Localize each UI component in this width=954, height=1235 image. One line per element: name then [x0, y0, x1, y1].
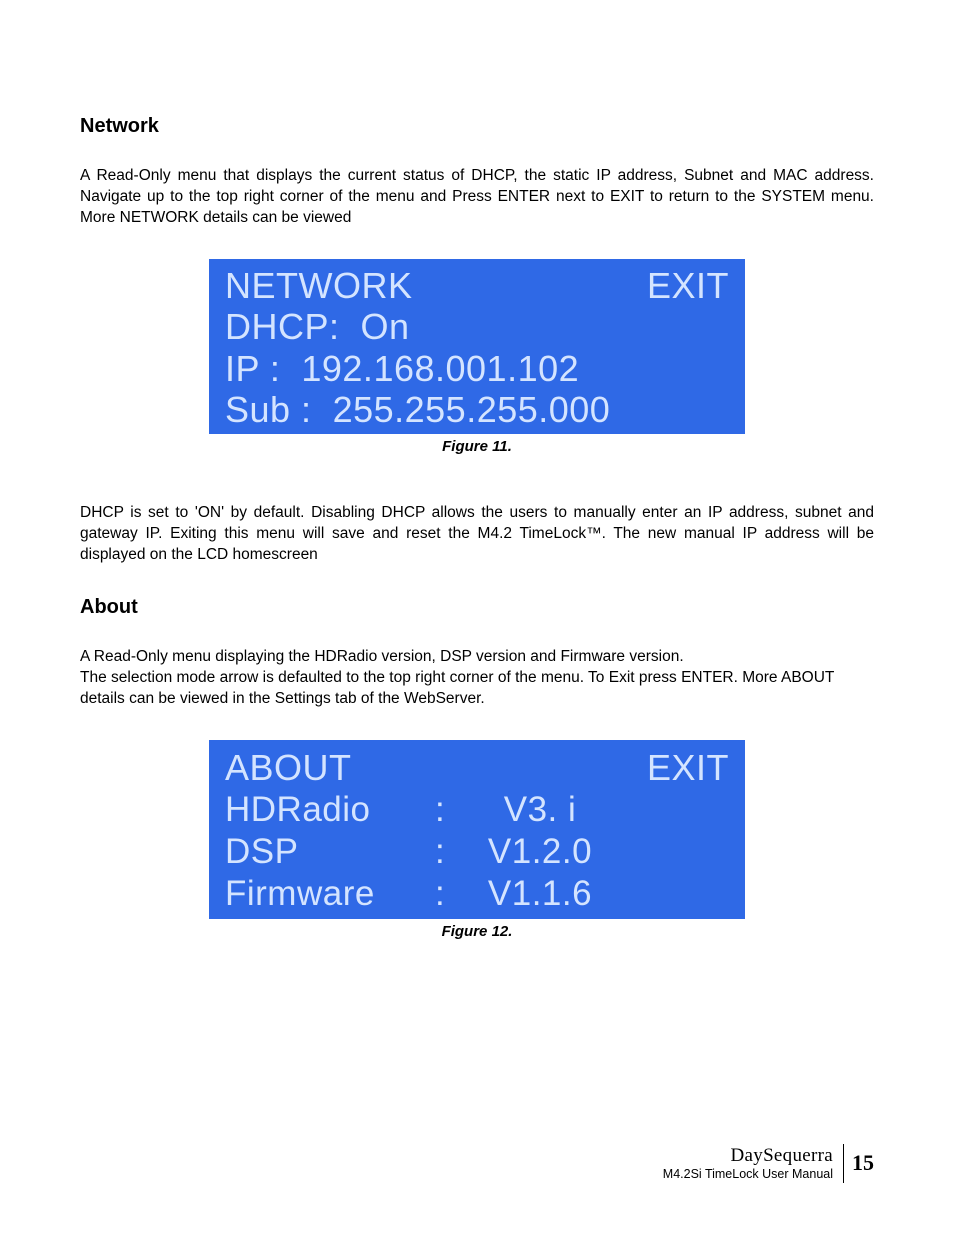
footer-brand: DaySequerra	[663, 1144, 833, 1168]
paragraph-about-1: A Read-Only menu displaying the HDRadio …	[80, 647, 874, 710]
about-row0-colon: :	[435, 789, 455, 831]
page-footer: DaySequerra M4.2Si TimeLock User Manual …	[663, 1144, 874, 1183]
lcd-network-exit: EXIT	[647, 265, 729, 306]
lcd-ip-line: IP : 192.168.001.102	[225, 348, 579, 389]
about-row1-label: DSP	[225, 831, 435, 873]
lcd-network-title: NETWORK	[225, 265, 413, 306]
about-row0-value: V3. i	[455, 789, 625, 831]
footer-subtitle: M4.2Si TimeLock User Manual	[663, 1167, 833, 1183]
paragraph-network-2: DHCP is set to 'ON' by default. Disablin…	[80, 503, 874, 566]
caption-fig12: Figure 12.	[80, 923, 874, 940]
about-row2-label: Firmware	[225, 873, 435, 915]
lcd-about: ABOUT EXIT HDRadio:V3. i DSP:V1.2.0 Firm…	[209, 740, 745, 919]
about-row2-value: V1.1.6	[455, 873, 625, 915]
lcd-sub-line: Sub : 255.255.255.000	[225, 389, 610, 430]
footer-page-number: 15	[844, 1150, 874, 1176]
lcd-dhcp-line: DHCP: On	[225, 306, 410, 347]
caption-fig11: Figure 11.	[80, 438, 874, 455]
lcd-network: NETWORK EXIT DHCP: On IP : 192.168.001.1…	[209, 259, 745, 435]
heading-about: About	[80, 596, 874, 619]
heading-network: Network	[80, 115, 874, 138]
lcd-about-title: ABOUT	[225, 746, 352, 789]
paragraph-network-1: A Read-Only menu that displays the curre…	[80, 166, 874, 229]
about-row0-label: HDRadio	[225, 789, 435, 831]
about-row1-colon: :	[435, 831, 455, 873]
about-row1-value: V1.2.0	[455, 831, 625, 873]
lcd-about-exit: EXIT	[647, 746, 729, 789]
about-row2-colon: :	[435, 873, 455, 915]
